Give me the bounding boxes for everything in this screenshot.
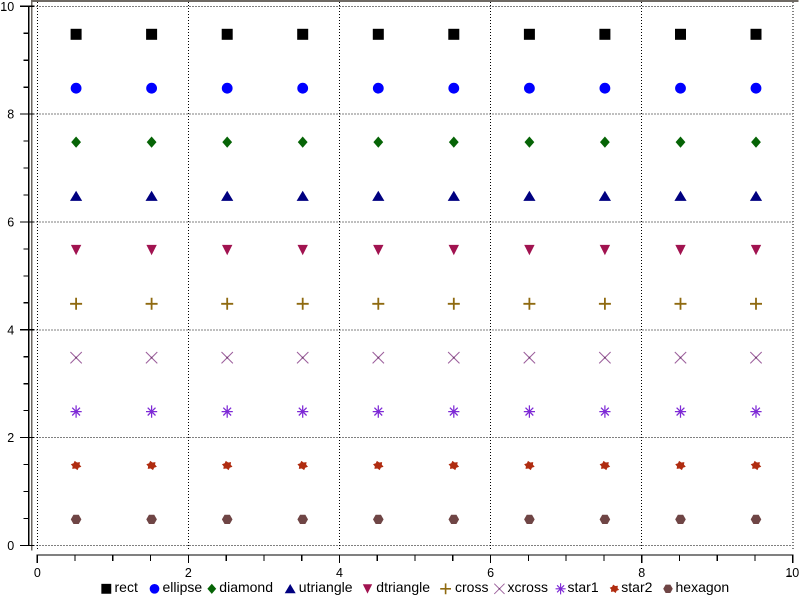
svg-text:ellipse: ellipse bbox=[163, 579, 203, 595]
svg-text:8: 8 bbox=[638, 566, 645, 580]
svg-text:utriangle: utriangle bbox=[299, 579, 353, 595]
svg-text:star1: star1 bbox=[568, 579, 599, 595]
svg-text:cross: cross bbox=[455, 579, 488, 595]
svg-text:rect: rect bbox=[115, 579, 138, 595]
svg-text:xcross: xcross bbox=[508, 579, 548, 595]
svg-text:0: 0 bbox=[34, 566, 41, 580]
svg-text:2: 2 bbox=[7, 431, 14, 445]
svg-text:2: 2 bbox=[185, 566, 192, 580]
svg-text:10: 10 bbox=[785, 566, 799, 580]
svg-text:6: 6 bbox=[7, 215, 14, 229]
svg-text:dtriangle: dtriangle bbox=[376, 579, 430, 595]
svg-text:6: 6 bbox=[487, 566, 494, 580]
svg-text:4: 4 bbox=[336, 566, 343, 580]
svg-text:hexagon: hexagon bbox=[676, 579, 730, 595]
svg-text:star2: star2 bbox=[621, 579, 652, 595]
svg-text:4: 4 bbox=[7, 323, 14, 337]
svg-text:0: 0 bbox=[7, 539, 14, 553]
svg-text:10: 10 bbox=[0, 0, 14, 14]
svg-text:diamond: diamond bbox=[219, 579, 273, 595]
svg-text:8: 8 bbox=[7, 108, 14, 122]
